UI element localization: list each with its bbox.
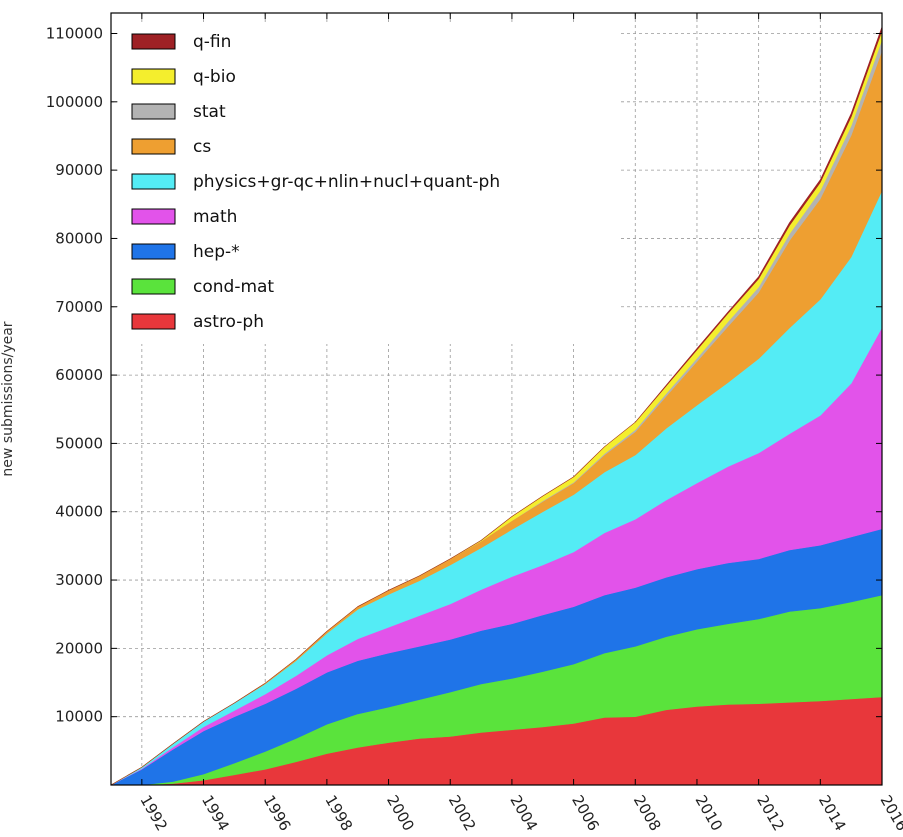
legend-label: astro-ph (193, 312, 264, 332)
x-tick-label: 2000 (383, 792, 418, 834)
legend-swatch (131, 68, 176, 85)
legend-swatch (131, 313, 176, 330)
legend-label: q-bio (193, 67, 236, 87)
x-tick-label: 1996 (260, 792, 295, 834)
y-tick-label: 10000 (55, 708, 103, 726)
y-axis-label: new submissions/year (0, 321, 16, 476)
x-tick-label: 2002 (445, 792, 480, 834)
legend-box (118, 22, 618, 344)
y-tick-label: 110000 (46, 24, 103, 42)
x-tick-label: 1992 (136, 792, 171, 834)
plot-frame (110, 12, 883, 786)
legend-swatch (131, 138, 176, 155)
legend-label: cond-mat (193, 277, 274, 297)
y-tick-label: 100000 (46, 93, 103, 111)
legend-swatch (131, 33, 176, 50)
x-tick-label: 2004 (506, 792, 541, 834)
legend: q-fin q-bio stat cs physics+gr-qc+nlin+nucl+… (118, 22, 618, 344)
x-tick-label: 2008 (630, 792, 665, 834)
legend-label: physics+gr-qc+nlin+nucl+quant-ph (193, 172, 500, 192)
legend-label: math (193, 207, 237, 227)
legend-swatch (131, 173, 176, 190)
x-tick-label: 2016 (877, 792, 903, 834)
y-tick-label: 60000 (55, 366, 103, 384)
x-tick-label: 2014 (815, 792, 850, 834)
legend-label: stat (193, 102, 226, 122)
y-tick-label: 30000 (55, 571, 103, 589)
y-tick-label: 40000 (55, 503, 103, 521)
x-tick-label: 1998 (321, 792, 356, 834)
legend-swatch (131, 103, 176, 120)
y-tick-label: 20000 (55, 639, 103, 657)
legend-swatch (131, 208, 176, 225)
legend-label: q-fin (193, 32, 231, 52)
area-series (110, 26, 883, 786)
y-tick-label: 70000 (55, 298, 103, 316)
y-axis-ticks: 10000 20000 30000 40000 50000 60000 70000 80000… (46, 24, 882, 726)
legend-swatch (131, 243, 176, 260)
y-tick-label: 80000 (55, 229, 103, 247)
y-tick-label: 90000 (55, 161, 103, 179)
x-tick-label: 2006 (568, 792, 603, 834)
legend-label: cs (193, 137, 211, 157)
x-tick-label: 2012 (753, 792, 788, 834)
x-tick-label: 1994 (198, 792, 233, 834)
legend-label: hep-* (193, 242, 240, 262)
legend-swatch (131, 278, 176, 295)
y-tick-label: 50000 (55, 434, 103, 452)
x-tick-label: 2010 (691, 792, 726, 834)
